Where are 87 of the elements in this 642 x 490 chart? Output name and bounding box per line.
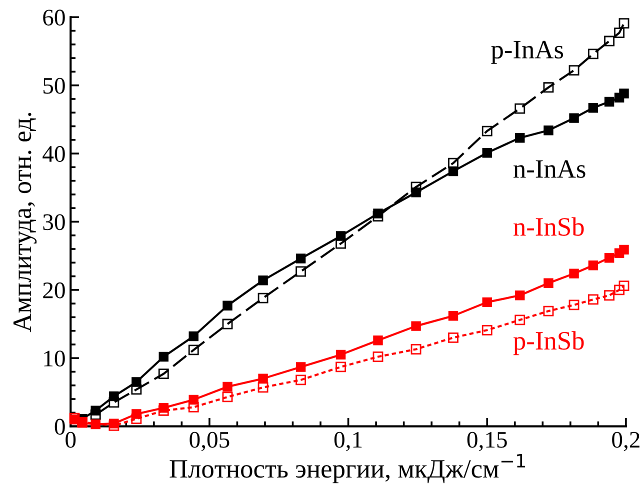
point (296, 266, 306, 277)
point (618, 18, 630, 28)
point (158, 405, 169, 416)
point (372, 352, 384, 362)
point (614, 284, 624, 296)
x-axis-title: Плотность энергии, мкДж/см$^{−1}$ (170, 454, 526, 484)
point (604, 36, 614, 46)
point (482, 324, 492, 336)
point (448, 332, 458, 343)
x-tick-label: 0,05 (190, 432, 230, 452)
point (222, 392, 233, 402)
point (222, 318, 233, 330)
point (588, 102, 598, 113)
point (568, 300, 580, 310)
point (258, 276, 268, 286)
point (109, 391, 119, 402)
series-label: p-InSb (513, 331, 584, 356)
point (336, 362, 346, 372)
point (188, 331, 198, 342)
point (482, 148, 492, 158)
point (604, 253, 614, 263)
point (569, 113, 579, 123)
series-label: p-InAs (491, 40, 564, 64)
point (604, 290, 614, 301)
point (588, 48, 598, 60)
point (543, 82, 554, 93)
point (131, 384, 142, 395)
point (296, 254, 306, 264)
point (132, 377, 142, 387)
x-tick-label: 0,2 (612, 432, 640, 452)
point (515, 290, 525, 300)
point (373, 336, 383, 346)
y-axis-title: Амплитуда, отн. ед. (13, 112, 37, 332)
point (258, 374, 268, 384)
point (373, 208, 383, 218)
point (336, 238, 346, 249)
point (515, 132, 525, 143)
point (411, 188, 421, 198)
y-tick-label: 0 (54, 418, 65, 435)
point (90, 419, 100, 430)
y-tick-label: 10 (44, 350, 65, 367)
point (619, 244, 629, 255)
x-tick-label: 0,15 (467, 432, 507, 452)
point (588, 260, 598, 270)
point (614, 28, 624, 38)
point (158, 352, 168, 362)
point (258, 292, 268, 304)
point (619, 88, 629, 98)
point (544, 125, 554, 136)
point (569, 268, 579, 278)
point (108, 397, 120, 408)
point (336, 350, 346, 360)
point (222, 300, 232, 310)
y-tick-label: 40 (42, 146, 65, 162)
point (296, 374, 306, 386)
point (568, 65, 580, 76)
point (222, 382, 232, 392)
y-tick-label: 30 (43, 214, 65, 230)
point (90, 406, 100, 416)
point (544, 278, 554, 288)
series-label: n-InSb (514, 217, 584, 236)
point (448, 310, 458, 321)
x-tick-label: 0,1 (334, 432, 362, 452)
point (514, 314, 526, 326)
point (336, 231, 346, 241)
point (588, 294, 598, 305)
point (296, 362, 306, 372)
point (543, 306, 554, 316)
point (514, 103, 526, 114)
y-tick-label: 50 (44, 78, 65, 94)
y-tick-label: 60 (43, 10, 65, 26)
point (258, 382, 268, 393)
point (108, 420, 120, 431)
point (482, 297, 492, 308)
x-tick-label: 0 (66, 432, 76, 448)
point (448, 158, 458, 168)
point (188, 402, 199, 412)
point (411, 321, 421, 331)
point (158, 368, 169, 379)
point (618, 280, 630, 292)
point (482, 126, 492, 136)
point (604, 96, 614, 107)
series-label: n-InAs (514, 160, 586, 178)
y-tick-label: 20 (43, 282, 65, 298)
point (188, 344, 199, 356)
point (448, 166, 458, 176)
point (410, 344, 422, 354)
